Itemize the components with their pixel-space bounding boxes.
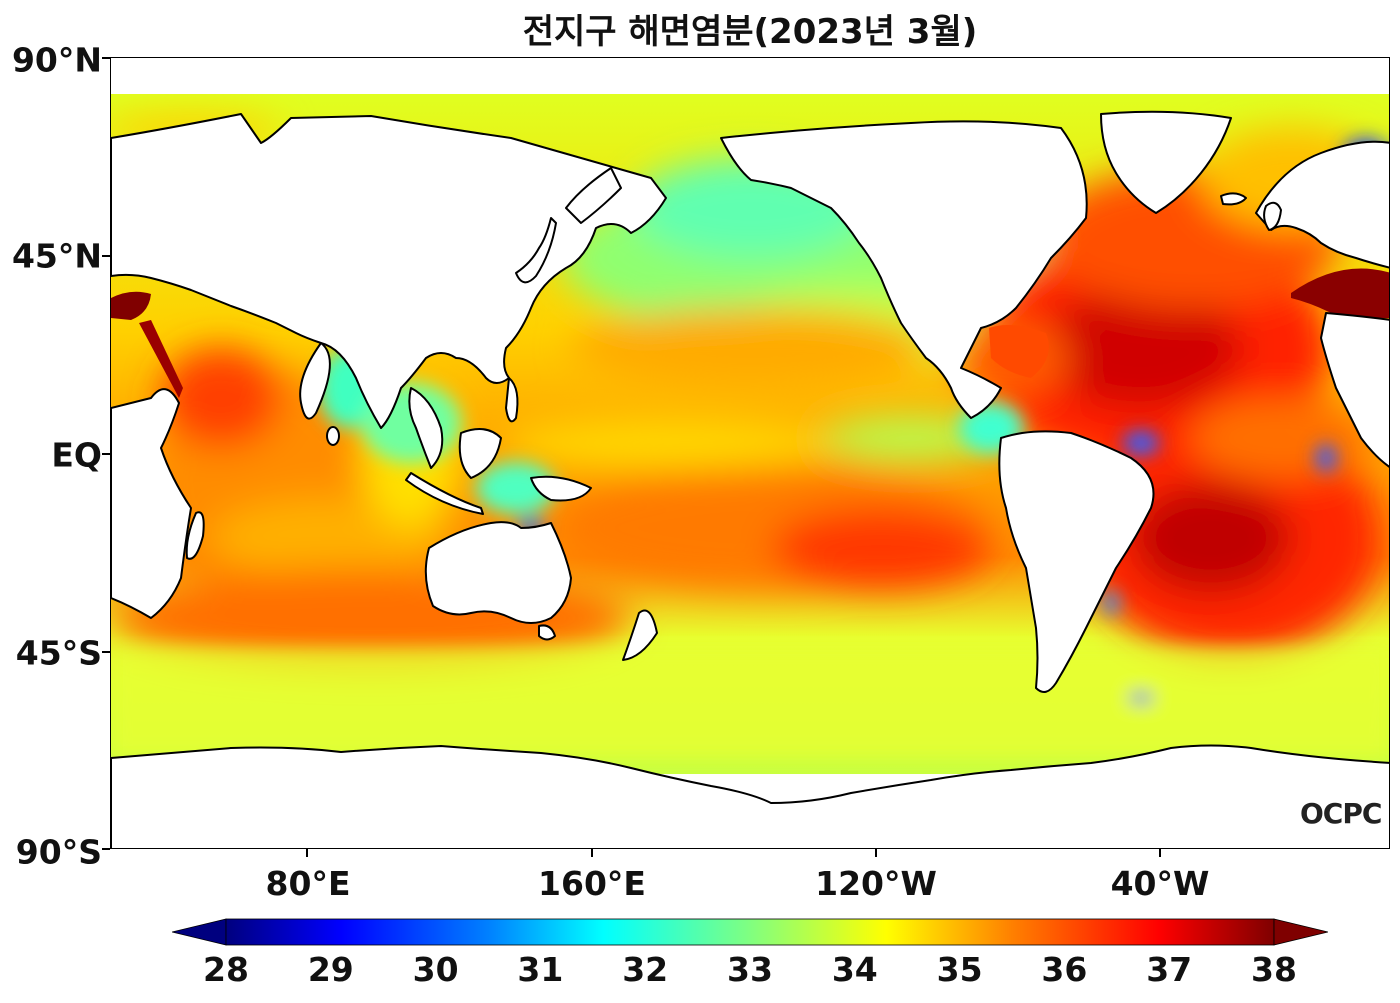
colorbar-tick-label: 32	[622, 950, 669, 989]
colorbar-tick-label: 33	[727, 950, 773, 989]
lat-tick	[102, 848, 110, 850]
lat-tick	[102, 57, 110, 59]
lat-label-90s: 90°S	[15, 832, 102, 872]
lon-tick	[875, 849, 877, 857]
lat-label-45s: 45°S	[15, 633, 102, 673]
lon-tick	[591, 849, 593, 857]
lat-label-90n: 90°N	[11, 40, 102, 80]
salinity-map	[110, 57, 1390, 849]
lon-label-40w: 40°W	[1110, 864, 1210, 903]
lon-label-120w: 120°W	[815, 864, 937, 903]
lat-tick	[102, 255, 110, 257]
colorbar-tick-label: 35	[936, 950, 983, 989]
lon-tick	[306, 849, 308, 857]
lon-label-160e: 160°E	[538, 864, 646, 903]
lon-label-80e: 80°E	[265, 864, 351, 903]
lat-tick	[102, 651, 110, 653]
land-masses	[111, 110, 1389, 848]
colorbar-extend-high	[1273, 918, 1328, 946]
colorbar-tick-label: 31	[517, 950, 564, 989]
salinity-field	[111, 58, 1389, 848]
lat-label-eq: EQ	[51, 435, 102, 475]
lat-label-45n: 45°N	[11, 236, 102, 276]
colorbar-tick-label: 28	[203, 950, 249, 989]
colorbar	[172, 918, 1328, 946]
colorbar-tick-label: 29	[307, 950, 354, 989]
map-title: 전지구 해면염분(2023년 3월)	[522, 12, 978, 52]
lat-tick	[102, 453, 110, 455]
colorbar-tick-label: 38	[1251, 950, 1297, 989]
colorbar-extend-low	[172, 918, 227, 946]
ocpc-logo: OCPC	[1300, 797, 1382, 830]
lon-tick	[1159, 849, 1161, 857]
colorbar-tick-label: 34	[831, 950, 878, 989]
colorbar-tick-label: 36	[1041, 950, 1088, 989]
colorbar-body	[225, 918, 1275, 946]
colorbar-tick-label: 30	[412, 950, 459, 989]
colorbar-tick-label: 37	[1146, 950, 1193, 989]
